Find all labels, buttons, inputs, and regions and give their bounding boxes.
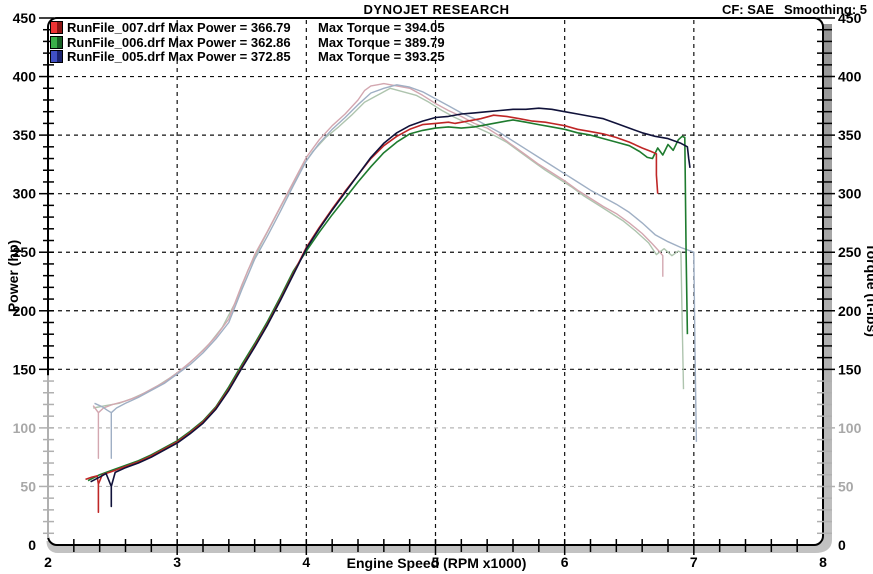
power-curve-RunFile_005.drf: [90, 107, 691, 508]
torque-tick-label-150: 150: [838, 361, 862, 377]
rpm-tick-label-7: 7: [690, 554, 698, 570]
power-tick-label-50: 50: [20, 478, 36, 494]
run-006-max-torque: Max Torque = 389.79: [318, 34, 445, 50]
run-006-max-power: Max Power = 362.86: [168, 34, 291, 50]
plot-background: [48, 18, 823, 545]
torque-tick-label-400: 400: [838, 69, 862, 85]
run-006-file: RunFile_006.drf: [67, 34, 165, 50]
power-tick-label-350: 350: [13, 127, 37, 143]
axis-tick-labels: 0 0 50 50 100 100 150 150 200 200 250 250 300 300 350 3…: [13, 10, 862, 570]
torque-tick-label-200: 200: [838, 303, 862, 319]
run-006-swatch: [50, 35, 63, 49]
run-007-max-power: Max Power = 366.79: [168, 20, 291, 35]
torque-curve-RunFile_007.drf: [92, 82, 664, 459]
run-007-swatch: [50, 21, 63, 34]
power-tick-label-450: 450: [13, 10, 37, 26]
run-005-swatch: [50, 50, 63, 63]
run-007-max-torque: Max Torque = 394.05: [318, 20, 445, 35]
run-005-file: RunFile_005.drf: [67, 49, 165, 64]
run-007-file: RunFile_007.drf: [67, 20, 165, 35]
engine-speed-axis-title: Engine Speed (RPM x1000): [346, 555, 527, 571]
torque-tick-label-50: 50: [838, 478, 854, 494]
power-tick-label-400: 400: [13, 69, 37, 85]
cf-value: CF: SAE: [721, 2, 774, 17]
frame-shadow-band: [46, 24, 832, 553]
rpm-tick-label-6: 6: [561, 554, 569, 570]
axis-ticks: [39, 17, 835, 555]
torque-axis-title: Torque (ft-lbs): [864, 243, 873, 337]
torque-tick-label-450: 450: [838, 10, 862, 26]
run-005-max-power: Max Power = 372.85: [168, 49, 291, 64]
power-tick-label-100: 100: [13, 420, 37, 436]
run-005-max-torque: Max Torque = 393.25: [318, 49, 445, 64]
rpm-tick-label-4: 4: [302, 554, 310, 570]
power-tick-label-200: 200: [13, 303, 37, 319]
correction-smoothing-label: CF: SAE Smoothing: 5: [712, 2, 867, 17]
smoothing-value: Smoothing: 5: [783, 2, 867, 17]
power-tick-label-0: 0: [28, 537, 36, 553]
page-title: DYNOJET RESEARCH: [363, 2, 510, 17]
torque-tick-label-350: 350: [838, 127, 862, 143]
torque-tick-label-0: 0: [838, 537, 846, 553]
rpm-tick-label-8: 8: [819, 554, 827, 570]
power-tick-label-300: 300: [13, 186, 37, 202]
power-tick-label-150: 150: [13, 361, 37, 377]
rpm-tick-label-5: 5: [432, 554, 440, 570]
torque-curve-RunFile_005.drf: [94, 84, 698, 459]
gridlines: [50, 20, 821, 543]
rpm-tick-label-2: 2: [44, 554, 52, 570]
rpm-tick-label-3: 3: [173, 554, 181, 570]
power-axis-title: Power (hp): [5, 239, 21, 313]
torque-tick-label-300: 300: [838, 186, 862, 202]
power-tick-label-250: 250: [13, 244, 37, 260]
torque-tick-label-250: 250: [838, 244, 862, 260]
run-curves: [85, 82, 698, 514]
torque-tick-label-100: 100: [838, 420, 862, 436]
